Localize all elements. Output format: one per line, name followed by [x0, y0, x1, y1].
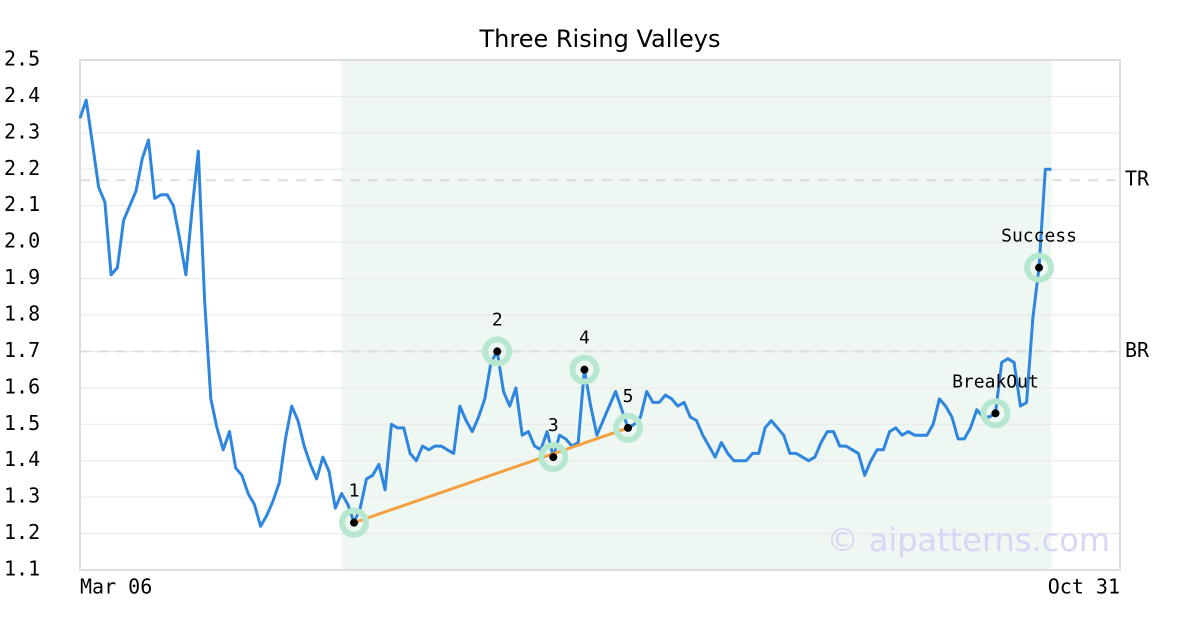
- y-tick-label: 1.2: [4, 520, 40, 544]
- x-tick-label: Oct 31: [1048, 575, 1120, 599]
- marker-label: 1: [349, 481, 360, 502]
- y-tick-label: 1.3: [4, 484, 40, 508]
- marker-dot: [580, 365, 589, 374]
- y-tick-label: 2.1: [4, 192, 40, 216]
- marker-label: 5: [623, 386, 634, 407]
- marker-dot: [991, 409, 1000, 418]
- y-tick-label: 1.7: [4, 338, 40, 362]
- marker-label: 3: [548, 415, 559, 436]
- marker-halo: [1024, 252, 1055, 283]
- marker-label: Success: [1001, 226, 1077, 247]
- y-tick-label: 1.8: [4, 302, 40, 326]
- y-tick-label: 2.0: [4, 229, 40, 253]
- y-tick-label: 2.2: [4, 156, 40, 180]
- y-tick-label: 1.9: [4, 265, 40, 289]
- marker-dot: [1035, 263, 1044, 272]
- marker-dot: [493, 347, 502, 356]
- marker-halo: [613, 412, 644, 443]
- marker-label: 4: [579, 328, 590, 349]
- level-label: TR: [1125, 167, 1150, 191]
- marker-dot: [350, 518, 359, 527]
- marker-dot: [624, 423, 633, 432]
- marker-halo: [569, 354, 600, 385]
- y-tick-label: 1.4: [4, 447, 40, 471]
- watermark: © aipatterns.com: [827, 521, 1110, 559]
- y-tick-label: 2.4: [4, 83, 40, 107]
- y-tick-label: 1.5: [4, 411, 40, 435]
- y-tick-label: 2.5: [4, 47, 40, 71]
- chart-title: Three Rising Valleys: [478, 25, 720, 53]
- y-tick-label: 1.1: [4, 557, 40, 581]
- marker-dot: [549, 453, 558, 462]
- marker-label: 2: [492, 309, 503, 330]
- marker-halo: [482, 336, 513, 367]
- price-line: [78, 98, 1052, 528]
- marker-label: BreakOut: [952, 371, 1039, 392]
- marker-halo: [538, 442, 569, 473]
- level-label: BR: [1125, 338, 1150, 362]
- x-tick-label: Mar 06: [80, 575, 152, 599]
- plot-border: [79, 59, 1121, 571]
- y-tick-label: 1.6: [4, 374, 40, 398]
- marker-halo: [339, 507, 370, 538]
- y-tick-label: 2.3: [4, 119, 40, 143]
- marker-halo: [980, 398, 1011, 429]
- trend-line: [353, 426, 629, 525]
